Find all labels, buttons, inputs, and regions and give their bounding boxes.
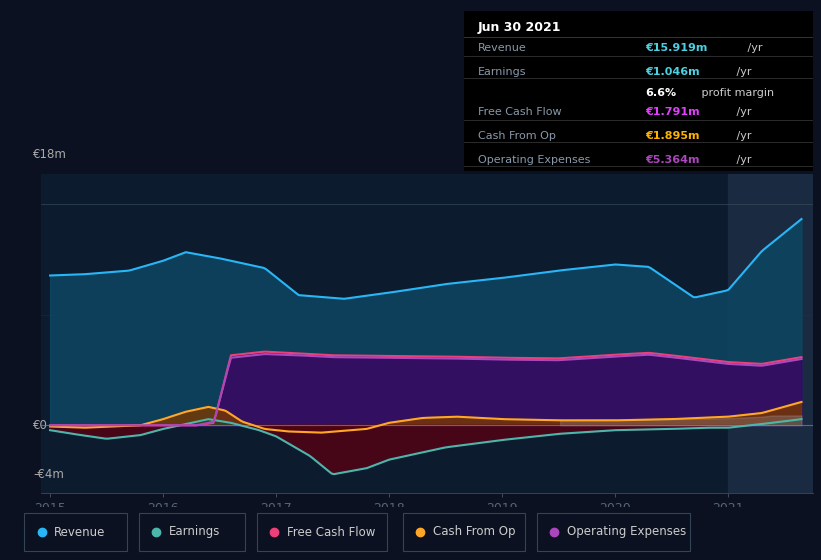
Text: Earnings: Earnings (168, 525, 220, 539)
Text: /yr: /yr (733, 155, 751, 165)
Text: Cash From Op: Cash From Op (433, 525, 515, 539)
Bar (728, 174, 813, 493)
Text: Revenue: Revenue (54, 525, 106, 539)
Text: Free Cash Flow: Free Cash Flow (287, 525, 375, 539)
Text: 6.6%: 6.6% (645, 88, 677, 98)
Text: /yr: /yr (733, 67, 751, 77)
Text: /yr: /yr (745, 43, 763, 53)
Text: €15.919m: €15.919m (645, 43, 708, 53)
Text: /yr: /yr (733, 107, 751, 117)
Text: Jun 30 2021: Jun 30 2021 (478, 21, 562, 34)
Text: Operating Expenses: Operating Expenses (478, 155, 590, 165)
Text: Operating Expenses: Operating Expenses (566, 525, 686, 539)
Text: €1.791m: €1.791m (645, 107, 700, 117)
Text: Cash From Op: Cash From Op (478, 131, 556, 141)
Text: /yr: /yr (733, 131, 751, 141)
Text: Revenue: Revenue (478, 43, 526, 53)
Text: €1.895m: €1.895m (645, 131, 699, 141)
Text: profit margin: profit margin (699, 88, 774, 98)
Text: €18m: €18m (34, 148, 67, 161)
Text: -€4m: -€4m (34, 468, 64, 481)
Text: Free Cash Flow: Free Cash Flow (478, 107, 562, 117)
Text: €1.046m: €1.046m (645, 67, 700, 77)
Text: €0: €0 (34, 419, 48, 432)
Text: Earnings: Earnings (478, 67, 526, 77)
Text: €5.364m: €5.364m (645, 155, 699, 165)
